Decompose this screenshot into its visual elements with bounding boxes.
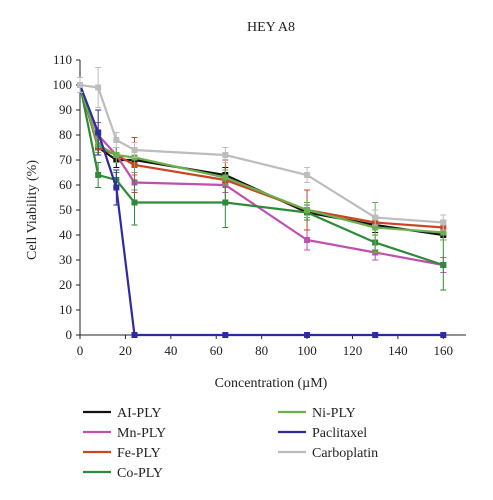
data-point [222, 332, 229, 338]
series-carboplatin [77, 67, 447, 231]
data-point [372, 224, 379, 231]
plot-area: 0 20 40 60 80 100 120 140 160 0 10 20 30 40 50 60 70 80 90… [53, 52, 466, 358]
legend-item: Carboplatin [278, 446, 378, 461]
legend-label: Co-PLY [117, 466, 163, 481]
data-point [440, 332, 447, 338]
legend-label: Fe-PLY [117, 446, 161, 461]
data-point [113, 152, 120, 158]
legend-label: Mn-PLY [117, 426, 166, 441]
data-point [131, 332, 138, 338]
legend-item: Mn-PLY [83, 426, 166, 441]
x-tick-label: 140 [388, 343, 408, 358]
y-tick-label: 0 [66, 327, 73, 342]
y-axis-label: Cell Viability (%) [25, 160, 40, 260]
x-axis-label: Concentration (µM) [215, 376, 328, 391]
data-point [304, 172, 311, 178]
legend-label: Carboplatin [312, 446, 378, 461]
data-point [222, 152, 229, 158]
data-point [95, 129, 102, 136]
legend-label: Ni-PLY [312, 406, 356, 421]
series-line [79, 83, 444, 224]
y-tick-label: 100 [53, 77, 73, 92]
data-point [222, 199, 229, 206]
data-point [372, 332, 379, 338]
legend-label: Paclitaxel [312, 426, 367, 441]
data-point [440, 262, 447, 268]
series-mn-ply [77, 77, 447, 273]
data-point [77, 82, 83, 88]
series-line [78, 84, 444, 234]
data-point [222, 174, 229, 181]
legend-item: AI-PLY [83, 406, 161, 421]
chart-title: HEY A8 [247, 20, 295, 35]
series-line [78, 84, 444, 267]
legend-item: Ni-PLY [278, 406, 356, 421]
x-tick-label: 20 [119, 343, 132, 358]
data-point [95, 84, 102, 91]
x-tick-label: 120 [343, 343, 363, 358]
y-tick-label: 80 [59, 127, 72, 142]
y-tick-label: 40 [59, 227, 72, 242]
data-point [131, 199, 138, 206]
x-tick-label: 100 [297, 343, 317, 358]
legend-label: AI-PLY [117, 406, 161, 421]
x-tick-label: 60 [210, 343, 223, 358]
y-tick-label: 20 [59, 277, 72, 292]
y-tick-label: 90 [59, 102, 72, 117]
y-tick-label: 30 [59, 252, 72, 267]
y-tick-label: 60 [59, 177, 72, 192]
data-point [372, 214, 379, 221]
x-tick-label: 0 [77, 343, 84, 358]
series-line [78, 84, 444, 337]
data-point [95, 172, 102, 178]
x-tick-label: 160 [434, 343, 454, 358]
series-line [78, 84, 444, 229]
data-point [113, 184, 120, 191]
y-tick-label: 110 [53, 52, 72, 67]
data-point [440, 219, 447, 226]
data-point [304, 332, 311, 338]
legend-item: Paclitaxel [278, 426, 367, 441]
data-point [304, 237, 311, 243]
data-point [113, 137, 120, 143]
x-tick-label: 40 [164, 343, 177, 358]
data-point [304, 207, 311, 213]
legend-item: Fe-PLY [83, 446, 161, 461]
y-tick-label: 50 [59, 202, 72, 217]
y-tick-label: 10 [59, 302, 72, 317]
data-point [131, 147, 138, 153]
x-tick-label: 80 [255, 343, 268, 358]
y-tick-label: 70 [59, 152, 72, 167]
legend-item: Co-PLY [83, 466, 163, 481]
data-point [440, 229, 447, 236]
legend: AI-PLY Mn-PLY Fe-PLY Co-PLY Ni-PLY Paclitaxel… [83, 406, 378, 481]
